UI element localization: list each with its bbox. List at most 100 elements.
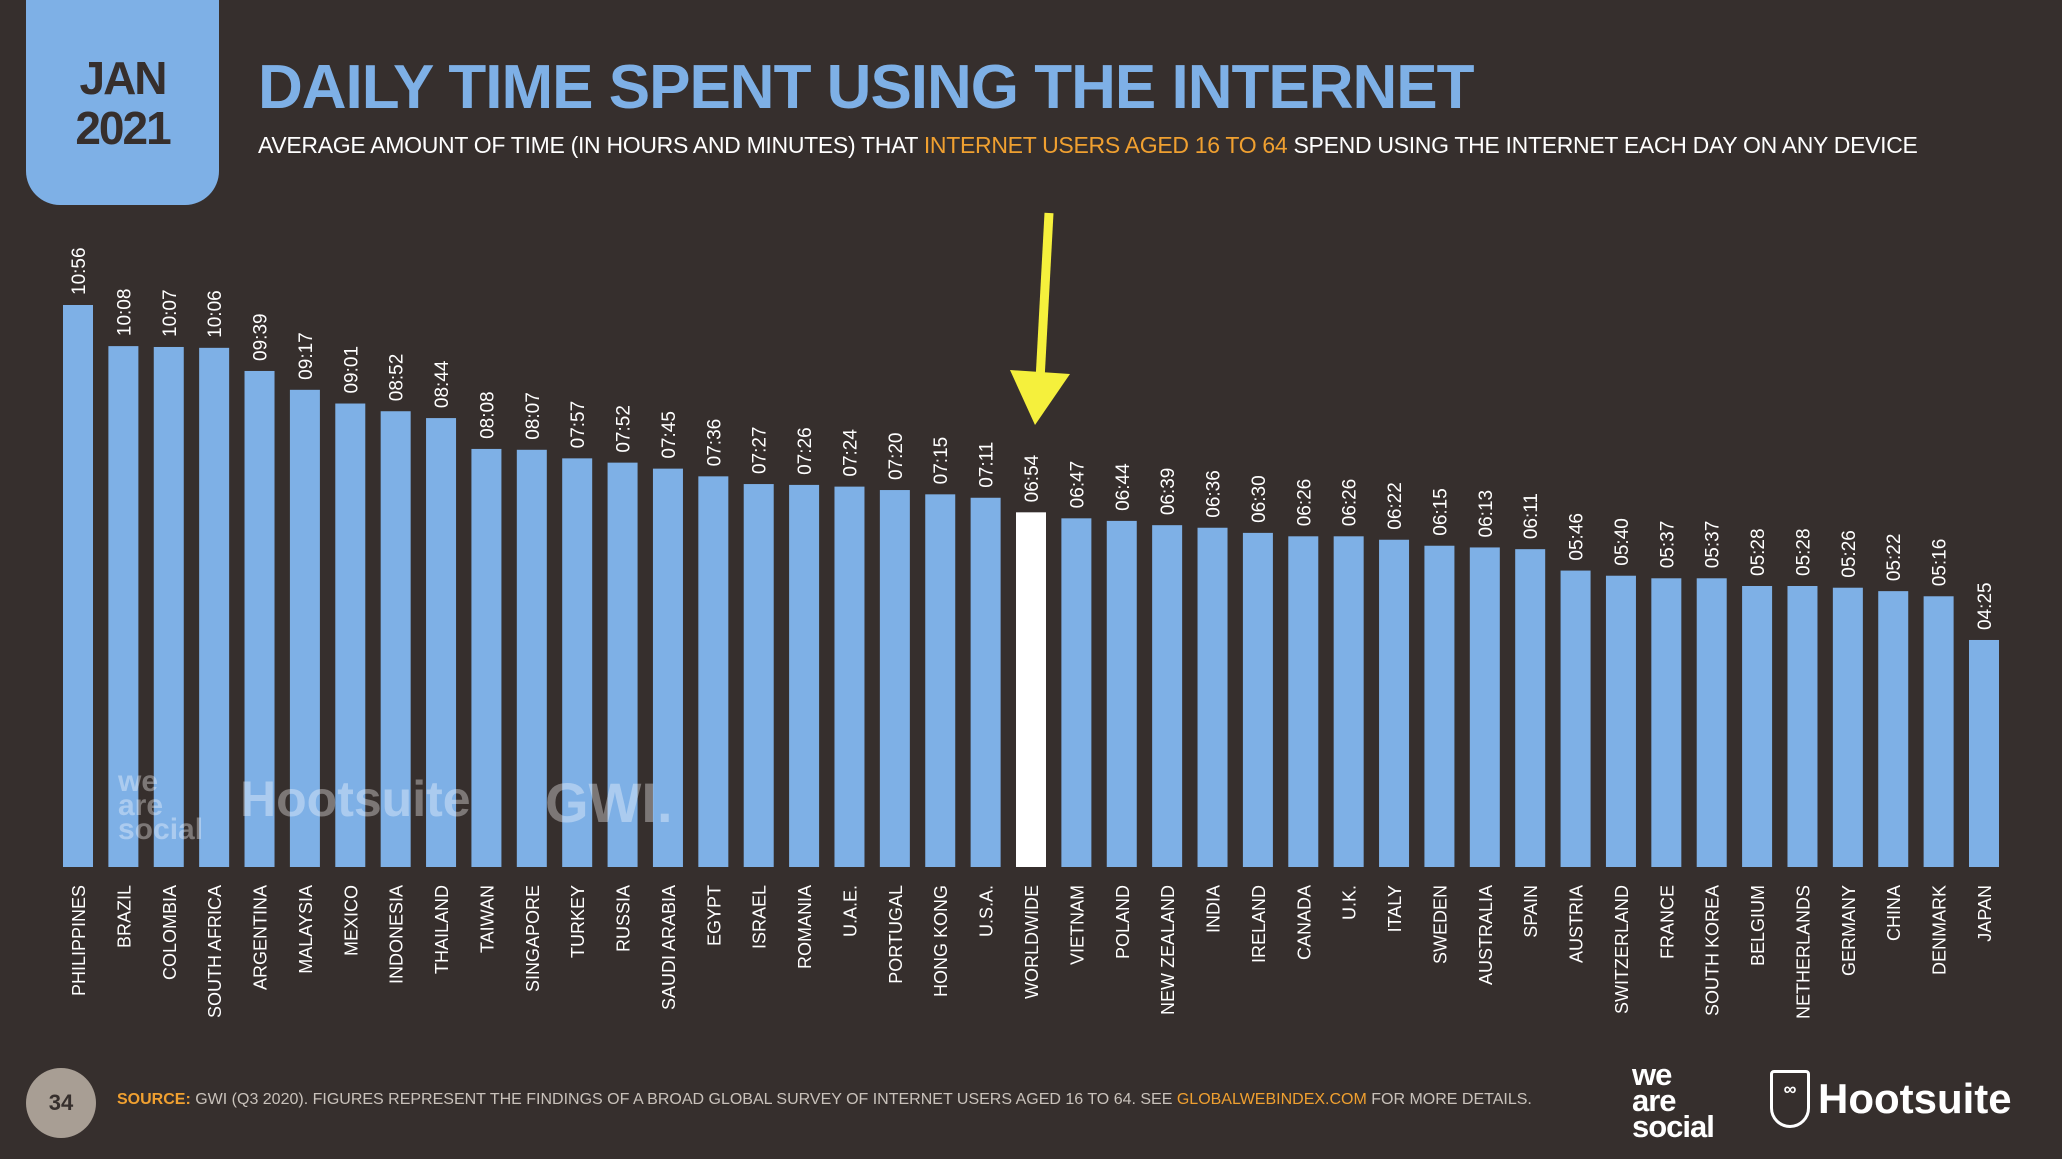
value-label: 06:15 [1430,488,1451,536]
bar-saudi-arabia [652,468,683,867]
category-label: COLOMBIA [160,885,180,980]
bar-belgium [1742,586,1773,867]
bar-ireland [1242,532,1273,867]
bar-canada [1288,536,1319,867]
value-label: 05:37 [1703,521,1724,569]
value-label: 05:37 [1657,521,1678,569]
date-badge: JAN 2021 [26,0,219,205]
bar-colombia [153,346,184,868]
category-label: U.S.A. [977,885,997,937]
bar-hong-kong [925,494,956,867]
bar-turkey [562,458,593,867]
bar-malaysia [289,389,320,867]
category-label: BRAZIL [114,885,134,948]
source-label: SOURCE: [117,1091,191,1108]
value-label: 05:28 [1793,528,1814,576]
category-label: IRELAND [1249,885,1269,963]
bar-spain [1515,549,1546,867]
bar-thailand [426,418,457,867]
owl-icon: ∞ [1770,1070,1810,1128]
bar-portugal [879,490,910,867]
category-label: INDIA [1204,885,1224,933]
value-label: 09:17 [296,332,317,380]
value-label: 06:22 [1385,482,1406,530]
bar-mexico [335,403,366,867]
page-subtitle: AVERAGE AMOUNT OF TIME (IN HOURS AND MIN… [258,132,1918,159]
value-label: 06:54 [1022,454,1043,502]
value-label: 05:26 [1839,530,1860,578]
category-label: HONG KONG [931,885,951,997]
value-label: 10:06 [205,290,226,338]
value-label: 09:39 [251,313,272,361]
bar-switzerland [1605,575,1636,867]
category-label: DENMARK [1930,885,1950,975]
value-label: 07:27 [750,427,771,475]
source-link[interactable]: GLOBALWEBINDEX.COM [1176,1091,1367,1108]
bar-china [1878,591,1909,867]
bar-poland [1106,520,1137,867]
source-text: GWI (Q3 2020). FIGURES REPRESENT THE FIN… [190,1091,1177,1108]
bar-u-a-e- [834,486,865,867]
category-label: U.K. [1340,885,1360,920]
date-year: 2021 [75,101,171,154]
value-label: 05:28 [1748,528,1769,576]
bar-russia [607,462,638,867]
value-label: 10:07 [160,289,181,337]
bar-italy [1379,539,1410,867]
bar-australia [1469,547,1500,867]
value-label: 07:11 [977,442,998,488]
category-label: ITALY [1385,885,1405,932]
value-label: 06:26 [1294,479,1315,527]
category-label: TURKEY [568,885,588,958]
bar-japan [1969,639,1999,867]
value-label: 05:22 [1884,534,1905,582]
category-label: SWITZERLAND [1612,885,1632,1014]
category-label: SAUDI ARABIA [659,885,679,1010]
bar-egypt [698,476,729,867]
category-label: RUSSIA [614,885,634,952]
category-label: INDONESIA [387,885,407,984]
bar-israel [743,484,774,867]
category-label: SPAIN [1521,885,1541,938]
arrow-head [1010,370,1070,425]
category-label: MEXICO [341,885,361,956]
subtitle-highlight: INTERNET USERS AGED 16 TO 64 [923,132,1288,158]
value-label: 10:56 [69,247,90,295]
value-label: 06:39 [1158,468,1179,516]
bar-india [1197,527,1228,867]
bar-taiwan [471,448,502,867]
value-label: 07:52 [614,405,635,453]
value-label: 07:57 [568,401,589,449]
source-note: SOURCE: GWI (Q3 2020). FIGURES REPRESENT… [117,1091,1532,1109]
value-label: 07:26 [795,427,816,475]
bar-u-k- [1333,536,1364,867]
page-title: DAILY TIME SPENT USING THE INTERNET [258,53,1474,122]
category-label: TAIWAN [477,885,497,953]
bar-south-korea [1696,578,1727,867]
value-label: 05:16 [1930,539,1951,587]
value-label: 06:13 [1476,490,1497,538]
category-label: THAILAND [432,885,452,974]
date-month: JAN [79,51,167,104]
hootsuite-logo: ∞ Hootsuite [1770,1070,2012,1128]
bar-u-s-a- [970,497,1001,867]
bar-brazil [108,346,139,867]
value-label: 10:08 [114,289,135,337]
bar-vietnam [1061,518,1092,867]
bar-denmark [1923,596,1954,867]
category-label: U.A.E. [840,885,860,937]
category-label: BELGIUM [1748,885,1768,966]
bar-sweden [1424,545,1455,867]
bar-germany [1832,587,1863,867]
value-label: 06:30 [1249,475,1270,523]
value-label: 08:08 [477,391,498,439]
category-label: SOUTH KOREA [1703,885,1723,1016]
category-label: VIETNAM [1067,885,1087,965]
watermark-we-are-social: we are social [118,765,204,846]
we-are-social-logo: we are social [1632,1057,1715,1144]
value-label: 06:26 [1340,479,1361,527]
watermark-hootsuite: Hootsuite [240,771,471,827]
bar-romania [789,484,820,867]
category-label: CANADA [1294,885,1314,960]
